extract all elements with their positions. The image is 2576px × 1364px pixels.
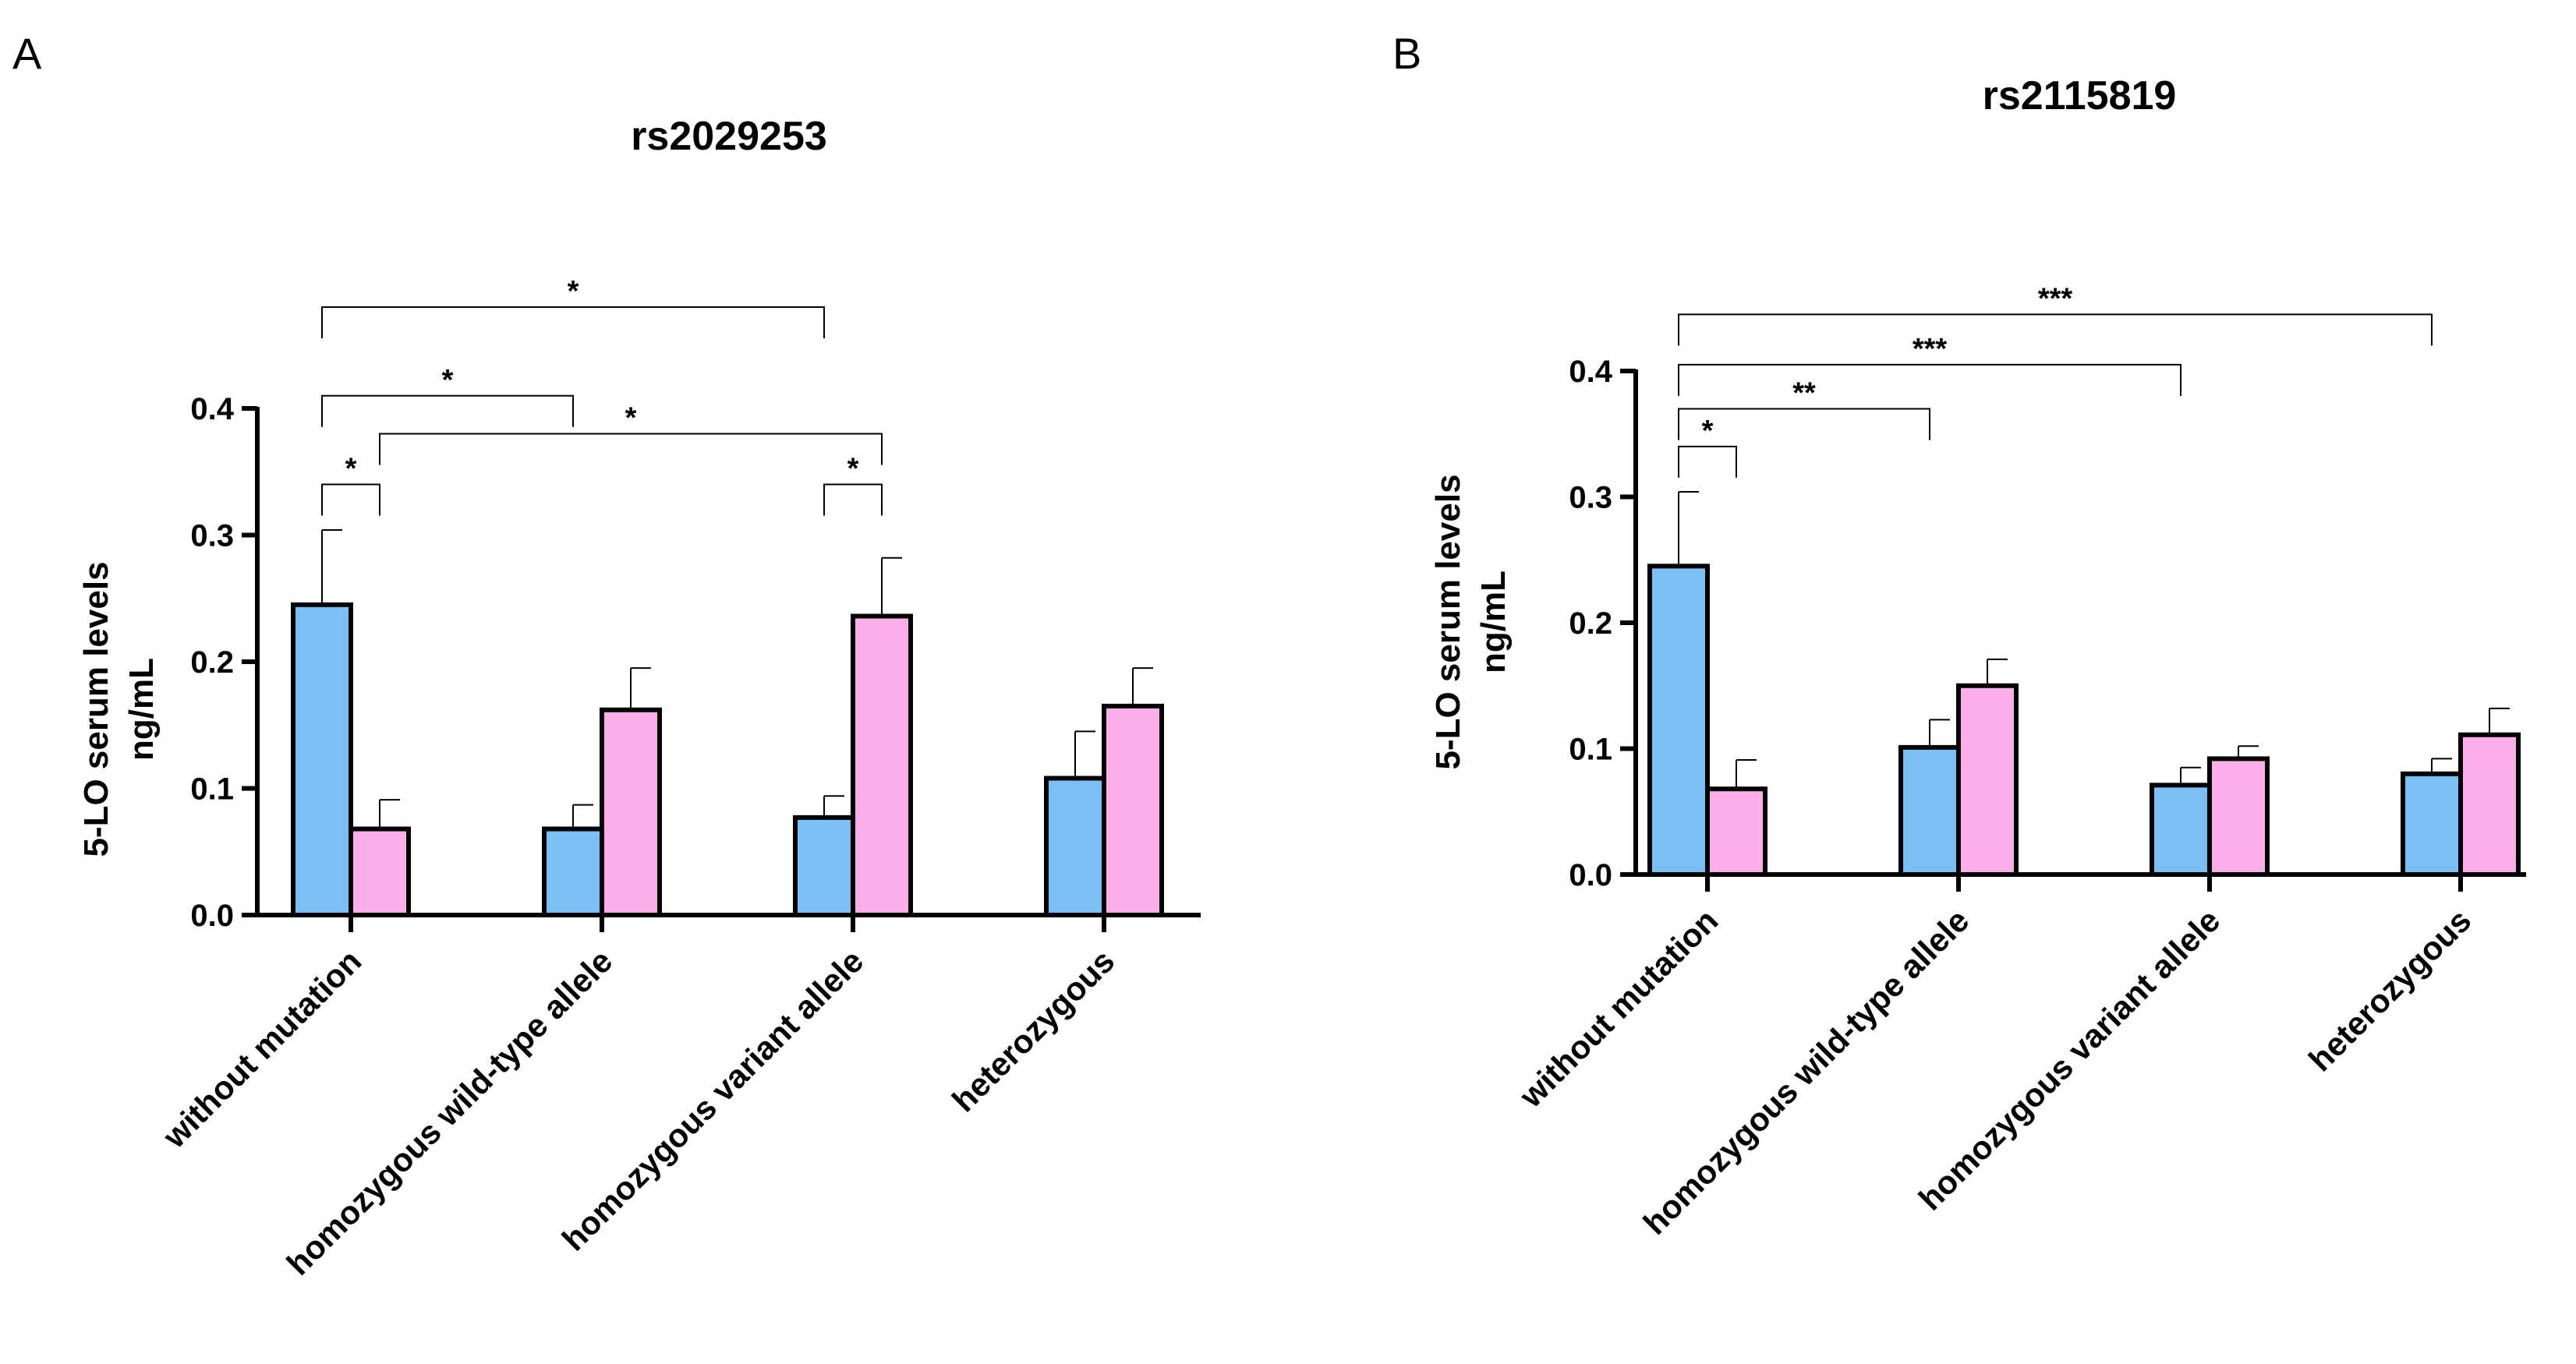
significance-b: ********* — [1678, 282, 2433, 478]
bar-2-1 — [349, 826, 411, 917]
bar-2-2 — [600, 707, 662, 917]
y-tick-label: 0.3 — [1569, 481, 1612, 515]
significance-label: *** — [1913, 333, 1948, 366]
chart-title-a: rs2029253 — [631, 114, 827, 159]
y-axis-label-a-line2: ng/mL — [122, 658, 161, 761]
chart-title-b: rs2115819 — [1983, 73, 2177, 118]
y-tick-label: 0.2 — [190, 645, 234, 680]
y-axis-label-a-line1: 5-LO serum levels — [77, 561, 115, 857]
panel-b: B rs2115819 5-LO serum levels ng/mL 0.00… — [1392, 29, 2526, 1242]
significance-label: * — [625, 402, 637, 435]
x-tick-label: homozygous variant allele — [1912, 902, 2227, 1217]
significance-label: * — [568, 275, 579, 308]
bar-1-3 — [2150, 783, 2212, 878]
significance-label: * — [847, 453, 859, 486]
significance-label: * — [1702, 415, 1714, 447]
bar-2-2 — [1956, 683, 2019, 877]
x-tick-label: homozygous variant allele — [555, 942, 871, 1258]
bar-1-2 — [1898, 744, 1961, 878]
significance-bracket — [1678, 363, 2181, 396]
panel-letter-a: A — [12, 29, 42, 78]
y-axis-label-b-line1: 5-LO serum levels — [1429, 474, 1467, 769]
bar-2-1 — [1705, 786, 1767, 877]
x-tick-label: without mutation — [155, 942, 368, 1155]
bar-1-4 — [1044, 776, 1106, 917]
significance-bracket — [379, 433, 883, 465]
significance-label: *** — [2038, 282, 2073, 315]
y-tick-label: 0.0 — [1569, 858, 1612, 892]
y-tick-label: 0.1 — [190, 772, 234, 807]
error-bars-b — [1678, 491, 2510, 790]
significance-label: * — [345, 453, 357, 486]
y-ticks-b: 0.0 0.1 0.2 0.3 0.4 — [1569, 355, 1636, 892]
y-axis-label-b-line2: ng/mL — [1474, 571, 1513, 673]
bar-1-2 — [542, 826, 604, 917]
bars-b — [1647, 564, 2521, 878]
bar-2-3 — [851, 613, 913, 917]
y-tick-label: 0.1 — [1569, 733, 1612, 767]
x-tick-label: without mutation — [1512, 902, 1725, 1115]
bar-2-4 — [2458, 732, 2521, 877]
significance-bracket — [823, 483, 883, 516]
significance-bracket — [1678, 313, 2433, 346]
bar-1-3 — [793, 815, 855, 917]
bar-1-4 — [2401, 771, 2463, 877]
significance-bracket — [321, 394, 574, 427]
y-tick-label: 0.4 — [190, 392, 234, 426]
significance-bracket — [321, 306, 825, 338]
significance-label: * — [442, 364, 454, 397]
bar-1-1 — [1647, 564, 1710, 877]
significance-bracket — [321, 483, 380, 516]
x-tick-label: heterozygous — [945, 942, 1121, 1118]
panel-letter-b: B — [1392, 29, 1421, 78]
y-tick-label: 0.2 — [1569, 606, 1612, 641]
bar-2-3 — [2207, 756, 2270, 877]
significance-a: * * * * * — [321, 275, 883, 516]
panel-a: A rs2029253 5-LO serum levels ng/mL 0.00… — [12, 29, 1201, 1282]
bars-a — [291, 602, 1164, 917]
y-ticks-a: 0.0 0.1 0.2 0.3 0.4 — [190, 392, 257, 933]
significance-bracket — [1678, 445, 1737, 478]
bar-1-1 — [291, 602, 353, 917]
x-tick-label: heterozygous — [2302, 902, 2478, 1078]
significance-bracket — [1678, 408, 1930, 440]
significance-label: ** — [1792, 376, 1816, 409]
bar-2-4 — [1102, 703, 1164, 917]
y-tick-label: 0.4 — [1569, 355, 1612, 389]
error-bars-a — [321, 529, 1153, 829]
y-tick-label: 0.0 — [190, 899, 234, 933]
y-tick-label: 0.3 — [190, 519, 234, 553]
